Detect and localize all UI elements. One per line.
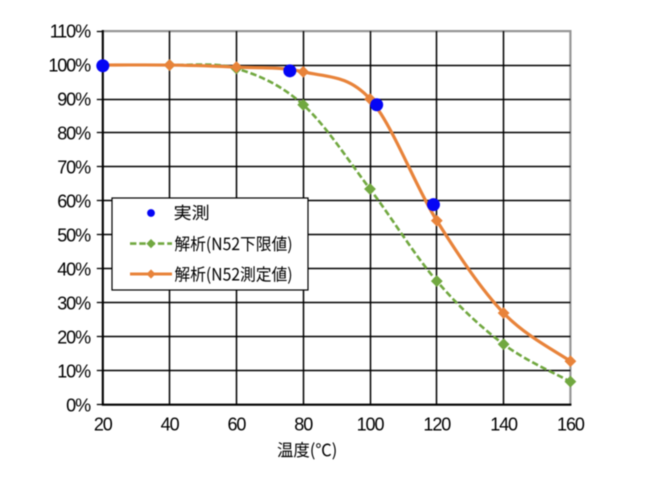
svg-text:60: 60 — [227, 415, 246, 435]
svg-text:90%: 90% — [57, 90, 91, 110]
svg-text:10%: 10% — [57, 361, 91, 381]
svg-text:80: 80 — [294, 415, 313, 435]
svg-text:60%: 60% — [57, 192, 91, 212]
svg-text:160: 160 — [557, 415, 585, 435]
svg-text:20%: 20% — [57, 327, 91, 347]
svg-text:40%: 40% — [57, 259, 91, 279]
svg-text:40: 40 — [161, 415, 180, 435]
svg-text:100%: 100% — [48, 56, 91, 76]
svg-text:120: 120 — [423, 415, 451, 435]
svg-text:70%: 70% — [57, 158, 91, 178]
svg-text:50%: 50% — [57, 225, 91, 245]
svg-text:0%: 0% — [66, 395, 91, 415]
svg-text:110%: 110% — [50, 22, 91, 42]
svg-text:100: 100 — [357, 415, 385, 435]
svg-text:80%: 80% — [57, 124, 91, 144]
svg-text:140: 140 — [490, 415, 518, 435]
svg-text:30%: 30% — [57, 293, 91, 313]
svg-text:20: 20 — [94, 415, 113, 435]
